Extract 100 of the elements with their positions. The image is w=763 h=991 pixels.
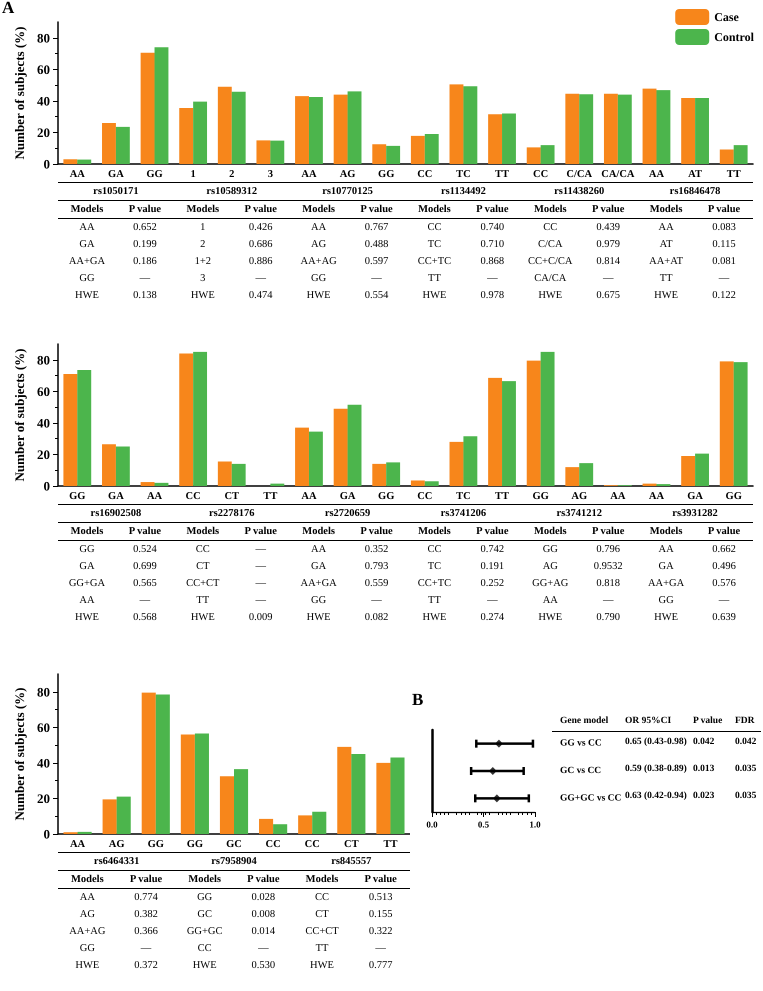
text: 3 bbox=[199, 272, 206, 286]
text: — bbox=[138, 272, 152, 286]
bar bbox=[116, 796, 131, 834]
text: AA+GA bbox=[68, 255, 106, 269]
text: 0.530 bbox=[250, 959, 276, 973]
y-axis-title: Number of subjects (%) bbox=[12, 688, 27, 820]
text: — bbox=[486, 594, 499, 608]
bar bbox=[218, 462, 232, 486]
text: Models bbox=[532, 203, 568, 217]
text: P value bbox=[693, 716, 722, 726]
text: Models bbox=[304, 873, 340, 887]
x-tick-label: AA bbox=[70, 169, 86, 180]
y-tick-label: 60 bbox=[37, 62, 50, 77]
text: 0.155 bbox=[368, 908, 394, 922]
y-tick-label: 0 bbox=[44, 826, 50, 842]
x-tick-label: CC bbox=[533, 169, 548, 180]
x-tick-label: GC bbox=[226, 839, 242, 850]
text: AA+AG bbox=[299, 255, 338, 269]
bar bbox=[618, 94, 632, 164]
text: GA bbox=[78, 560, 96, 574]
text: rs3741212 bbox=[521, 504, 638, 523]
bar bbox=[156, 694, 170, 834]
y-tick-label: 40 bbox=[37, 755, 50, 770]
text: HWE bbox=[653, 289, 680, 303]
text: 0.774 bbox=[133, 891, 159, 905]
text: 0.767 bbox=[364, 221, 390, 235]
text: GC bbox=[196, 908, 213, 922]
bar bbox=[463, 86, 478, 164]
y-tick-label: 80 bbox=[37, 352, 50, 368]
bar bbox=[488, 114, 502, 164]
bar bbox=[565, 467, 580, 486]
text: P value bbox=[359, 203, 394, 217]
text: CC+CT bbox=[304, 925, 340, 939]
text: — bbox=[254, 543, 267, 557]
bar bbox=[681, 98, 696, 164]
bar bbox=[308, 432, 323, 486]
x-tick-label: 2 bbox=[229, 169, 234, 180]
text: CC bbox=[426, 543, 442, 557]
text: 0.035 bbox=[735, 791, 756, 802]
bar bbox=[351, 754, 366, 834]
text: CC bbox=[196, 942, 213, 956]
text: 0.199 bbox=[132, 238, 158, 252]
bar bbox=[140, 52, 155, 164]
text: Models bbox=[70, 873, 105, 887]
bar bbox=[450, 442, 464, 486]
text: P value bbox=[246, 873, 281, 887]
text: 0.274 bbox=[480, 611, 506, 625]
text: — bbox=[140, 942, 152, 956]
text: P value bbox=[706, 525, 742, 539]
text: P value bbox=[359, 525, 394, 539]
text: Models bbox=[185, 525, 220, 539]
text: AA bbox=[310, 543, 328, 557]
bar bbox=[642, 88, 656, 164]
text: 0.115 bbox=[711, 238, 737, 252]
text: GG+GC bbox=[186, 925, 224, 939]
text: — bbox=[374, 942, 387, 956]
x-tick-label: AG bbox=[108, 839, 125, 850]
text: HWE bbox=[421, 611, 448, 625]
bar bbox=[386, 462, 400, 486]
x-tick-label: GG bbox=[726, 491, 742, 502]
text: rs1134492 bbox=[405, 182, 522, 201]
text: Models bbox=[185, 203, 220, 217]
text: TT bbox=[427, 594, 442, 608]
text: 0.699 bbox=[132, 560, 158, 574]
text: 0.382 bbox=[133, 908, 159, 922]
text: — bbox=[138, 594, 152, 608]
text: rs3741206 bbox=[405, 504, 522, 523]
text: P value bbox=[363, 873, 398, 887]
bar bbox=[386, 146, 400, 164]
bar bbox=[695, 454, 709, 486]
text: — bbox=[254, 594, 267, 608]
text: Models bbox=[301, 203, 336, 217]
bar bbox=[259, 818, 274, 834]
text: 0.790 bbox=[595, 611, 621, 625]
bar bbox=[720, 361, 734, 486]
text: 0.439 bbox=[595, 221, 621, 235]
text: Gene model bbox=[560, 716, 608, 726]
text: rs2720659 bbox=[290, 504, 406, 523]
text: 0.081 bbox=[711, 255, 737, 269]
text: OR 95%CI bbox=[625, 716, 672, 726]
text: 0.014 bbox=[250, 925, 276, 939]
bar bbox=[256, 140, 270, 164]
x-tick-label: AG bbox=[571, 491, 588, 502]
text: 0.686 bbox=[248, 238, 274, 252]
text: 0.652 bbox=[132, 221, 158, 235]
bar bbox=[102, 799, 117, 834]
y-tick-label: GC vs CC bbox=[560, 766, 602, 776]
x-tick-label: GG bbox=[378, 169, 394, 180]
text: C/CA bbox=[537, 238, 564, 252]
bar bbox=[63, 374, 78, 486]
bar bbox=[565, 94, 580, 164]
y-tick-label: 40 bbox=[37, 415, 50, 430]
text: GG bbox=[78, 543, 96, 557]
text: 0.742 bbox=[480, 543, 506, 557]
bar bbox=[734, 362, 748, 486]
text: — bbox=[602, 272, 614, 286]
x-tick-label: CT bbox=[344, 839, 359, 850]
text: CC+TC bbox=[416, 577, 452, 591]
text: 0.662 bbox=[711, 543, 737, 557]
bar bbox=[681, 456, 696, 486]
